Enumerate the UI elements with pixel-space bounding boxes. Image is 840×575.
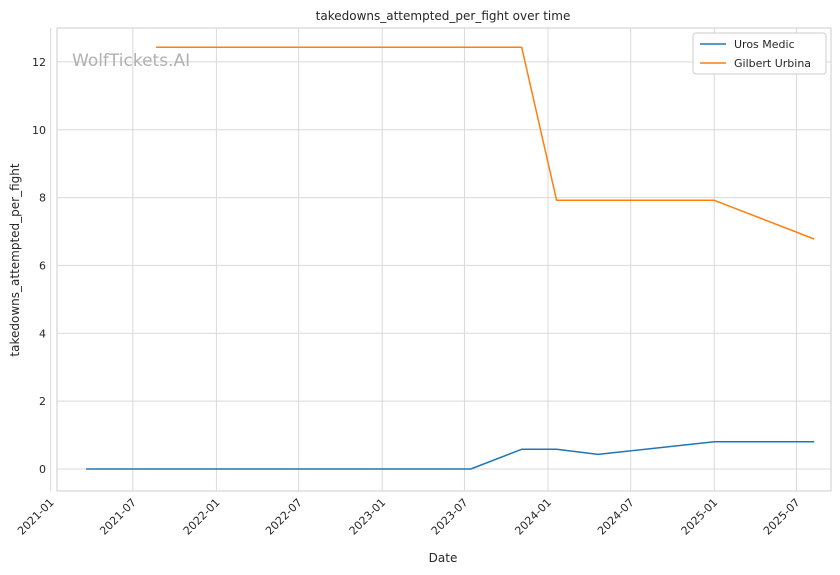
- x-tick-label: 2025-01: [679, 496, 721, 538]
- x-tick-label: 2023-07: [429, 496, 471, 538]
- x-tick-label: 2022-07: [263, 496, 305, 538]
- legend-label-gilbert-urbina: Gilbert Urbina: [734, 57, 811, 70]
- watermark: WolfTickets.AI: [72, 51, 190, 71]
- x-tick-label: 2021-01: [15, 496, 57, 538]
- y-tick-label: 6: [39, 259, 46, 272]
- y-tick-labels: 0 2 4 6 8 10 12: [32, 56, 46, 476]
- y-tick-label: 0: [39, 463, 46, 476]
- series-lines: [86, 46, 815, 470]
- y-tick-label: 10: [32, 124, 46, 137]
- x-axis-label: Date: [429, 551, 458, 565]
- x-tick-label: 2021-07: [97, 496, 139, 538]
- y-tick-label: 8: [39, 192, 46, 205]
- plot-area: [56, 27, 832, 492]
- grid: [50, 28, 831, 491]
- x-tick-labels: 2021-01 2021-07 2022-01 2022-07 2023-01 2023-…: [15, 496, 803, 538]
- x-tick-label: 2024-07: [595, 496, 637, 538]
- chart-title: takedowns_attempted_per_fight over time: [316, 9, 571, 23]
- legend-box: [692, 32, 827, 75]
- x-tick-label: 2023-01: [347, 496, 389, 538]
- x-tick-label: 2025-07: [761, 496, 803, 538]
- series-line-uros-medic: [86, 441, 815, 470]
- y-tick-label: 12: [32, 56, 46, 69]
- x-tick-label: 2022-01: [181, 496, 223, 538]
- legend-label-uros-medic: Uros Medic: [734, 38, 795, 51]
- series-line-gilbert-urbina: [156, 46, 815, 240]
- y-tick-label: 4: [39, 327, 46, 340]
- x-tick-label: 2024-01: [512, 496, 554, 538]
- legend: Uros Medic Gilbert Urbina: [692, 32, 827, 75]
- y-tick-label: 2: [39, 395, 46, 408]
- y-axis-label: takedowns_attempted_per_fight: [8, 163, 22, 356]
